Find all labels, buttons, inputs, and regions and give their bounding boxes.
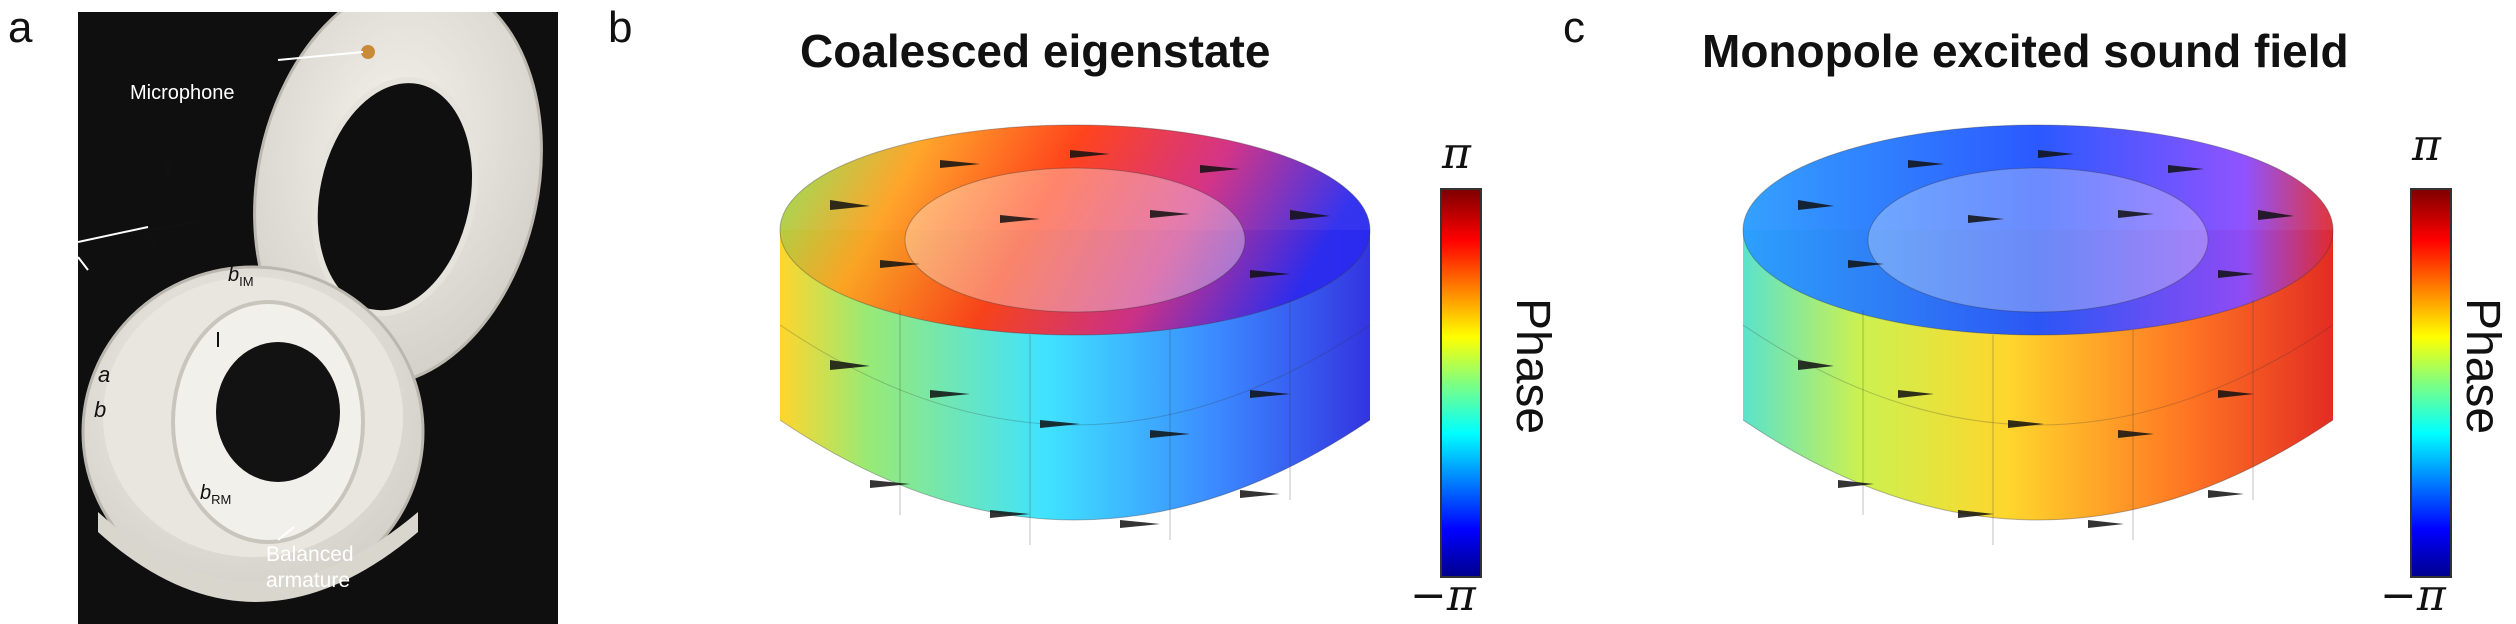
colorbar-b-bottom: −π: [1410, 570, 1476, 621]
colorbar-c-label: Phase: [2456, 298, 2509, 435]
microphone-dot: [361, 45, 375, 59]
panel-b-field: [779, 124, 1371, 545]
colorbar-b-top: π: [1442, 128, 1471, 179]
label-b-rm-base: b: [200, 482, 212, 504]
colorbar-c-top: π: [2412, 120, 2441, 171]
colorbar-c: [2410, 188, 2452, 578]
colorbar-c-bottom: −π: [2380, 570, 2446, 621]
label-b-im-sub: IM: [239, 274, 254, 289]
label-b-rm: bRM: [200, 482, 231, 507]
colorbar-b: [1440, 188, 1482, 578]
label-balanced-line1: Balanced: [266, 543, 354, 566]
panel-b-letter: b: [608, 3, 633, 52]
label-balanced-armature: Balanced armature: [266, 542, 354, 594]
panel-c-title: Monopole excited sound field: [1702, 25, 2349, 77]
colorbar-b-label: Phase: [1506, 298, 1559, 435]
label-balanced-line2: armature: [266, 569, 351, 592]
device-photo: Microphone bIM a b bRM Balanced armature: [78, 12, 558, 624]
label-b-im: bIM: [228, 264, 254, 289]
label-b-rm-sub: RM: [211, 492, 232, 507]
panel-b-title: Coalesced eigenstate: [800, 25, 1271, 77]
panel-c-letter: c: [1563, 3, 1585, 52]
panel-c-field: [1742, 124, 2334, 545]
label-b: b: [94, 397, 107, 422]
label-b-im-base: b: [228, 264, 240, 286]
label-microphone: Microphone: [130, 82, 235, 104]
panel-a-letter: a: [8, 3, 33, 52]
label-a: a: [98, 362, 111, 387]
